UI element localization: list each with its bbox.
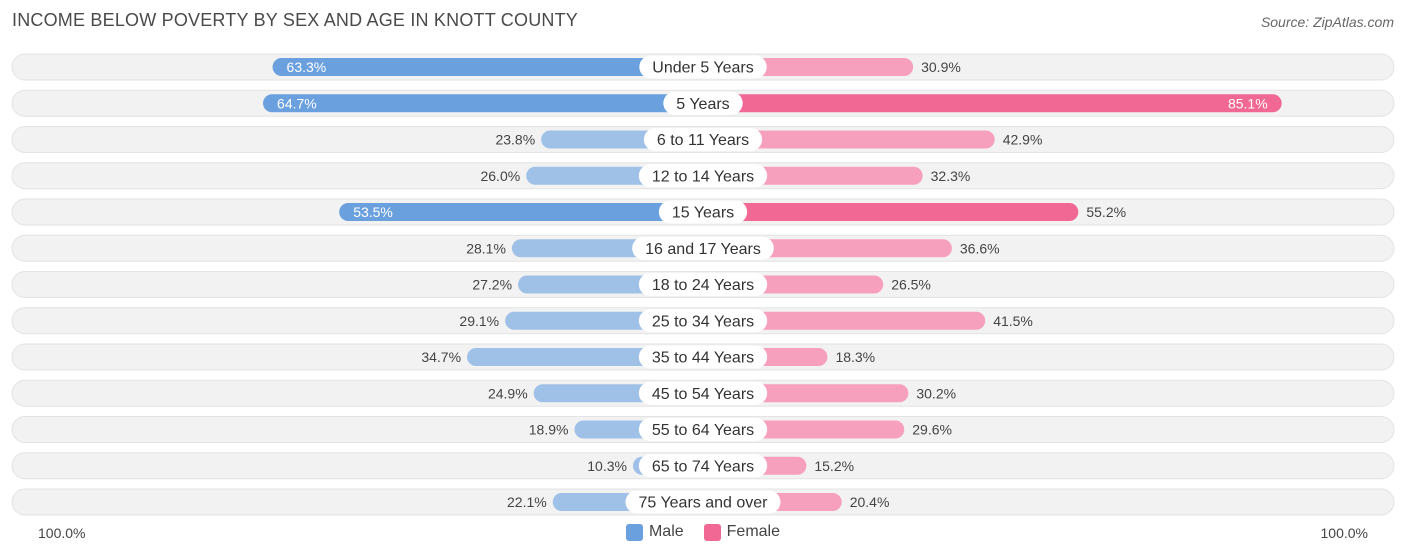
row: 35 to 44 Years 34.7% 18.3% — [11, 343, 1395, 371]
row: 45 to 54 Years 24.9% 30.2% — [11, 379, 1395, 407]
row: 25 to 34 Years 29.1% 41.5% — [11, 307, 1395, 335]
female-value-label: 42.9% — [1003, 132, 1043, 148]
category-label: 45 to 54 Years — [652, 386, 754, 403]
category-label: 5 Years — [676, 96, 729, 113]
male-value-label: 28.1% — [466, 240, 506, 256]
category-label-pill — [638, 345, 768, 369]
chart-title: INCOME BELOW POVERTY BY SEX AND AGE IN K… — [12, 10, 578, 30]
female-bar — [703, 203, 1079, 221]
category-label: 16 and 17 Years — [645, 241, 761, 258]
legend-item-female: Female — [703, 523, 781, 541]
male-bar — [263, 94, 703, 113]
male-value-label: 18.9% — [529, 422, 569, 438]
category-label-pill — [638, 273, 768, 296]
category-label: 55 to 64 Years — [652, 422, 754, 439]
female-value-label: 41.5% — [993, 313, 1033, 329]
category-label-pill — [625, 490, 781, 514]
male-value-label: 27.2% — [472, 277, 512, 293]
female-value-label: 55.2% — [1086, 204, 1126, 220]
source-note: Source: ZipAtlas.com — [1260, 14, 1394, 30]
male-value-label: 26.0% — [480, 168, 520, 184]
category-label: 25 to 34 Years — [652, 313, 754, 330]
category-label: Under 5 Years — [652, 60, 753, 77]
chart: Under 5 Years 63.3% 30.9% 5 Years 64.7% 85.1%… — [11, 53, 1395, 516]
legend-swatch-female — [703, 523, 721, 541]
female-bar — [703, 311, 986, 330]
male-bar — [339, 203, 703, 221]
category-label: 65 to 74 Years — [652, 458, 754, 475]
legend: Male Female — [0, 523, 1406, 541]
male-value-label: 53.5% — [353, 204, 393, 220]
female-value-label: 26.5% — [891, 277, 931, 293]
male-bar — [272, 58, 703, 76]
female-value-label: 30.2% — [916, 385, 956, 401]
male-value-label: 29.1% — [459, 313, 499, 329]
category-label-pill — [639, 55, 767, 79]
female-value-label: 15.2% — [814, 458, 854, 474]
male-value-label: 23.8% — [495, 132, 535, 148]
category-label-pill — [638, 454, 768, 478]
legend-swatch-male — [625, 523, 643, 541]
row: 15 Years 53.5% 55.2% — [11, 198, 1395, 226]
category-label-pill — [638, 418, 768, 441]
category-label-pill — [658, 200, 748, 224]
female-value-label: 32.3% — [931, 168, 971, 184]
female-value-label: 30.9% — [921, 59, 961, 75]
row: 12 to 14 Years 26.0% 32.3% — [11, 162, 1395, 190]
row: 18 to 24 Years 27.2% 26.5% — [11, 271, 1395, 298]
category-label-pill — [638, 381, 768, 405]
axis-right-label: 100.0% — [1320, 525, 1368, 541]
category-label: 15 Years — [672, 205, 734, 222]
row: Under 5 Years 63.3% 30.9% — [11, 53, 1395, 81]
female-value-label: 36.6% — [960, 240, 1000, 256]
female-value-label: 85.1% — [1228, 95, 1268, 111]
female-bar — [703, 130, 995, 149]
male-value-label: 64.7% — [277, 95, 317, 111]
female-value-label: 29.6% — [912, 422, 952, 438]
female-bar — [703, 94, 1282, 113]
male-value-label: 10.3% — [587, 458, 627, 474]
category-label-pill — [632, 236, 774, 260]
row: 55 to 64 Years 18.9% 29.6% — [11, 416, 1395, 443]
row: 6 to 11 Years 23.8% 42.9% — [11, 126, 1395, 153]
female-value-label: 18.3% — [835, 349, 875, 365]
category-label-pill — [663, 91, 743, 115]
category-label: 35 to 44 Years — [652, 350, 754, 367]
category-label-pill — [643, 128, 763, 151]
category-label: 12 to 14 Years — [652, 168, 754, 185]
axis-left-label: 100.0% — [38, 525, 86, 541]
category-label: 18 to 24 Years — [652, 277, 754, 294]
legend-item-male: Male — [625, 523, 684, 541]
male-value-label: 24.9% — [488, 385, 528, 401]
legend-label-female: Female — [726, 523, 781, 540]
row: 65 to 74 Years 10.3% 15.2% — [11, 452, 1395, 480]
category-label: 75 Years and over — [639, 495, 769, 512]
row: 5 Years 64.7% 85.1% — [11, 89, 1395, 117]
category-label-pill — [638, 164, 768, 188]
male-value-label: 34.7% — [421, 349, 461, 365]
row: 16 and 17 Years 28.1% 36.6% — [11, 234, 1395, 262]
male-value-label: 22.1% — [507, 494, 547, 510]
category-label-pill — [638, 309, 768, 333]
category-label: 6 to 11 Years — [657, 132, 749, 149]
row: 75 Years and over 22.1% 20.4% — [11, 488, 1395, 516]
legend-label-male: Male — [648, 523, 684, 540]
female-value-label: 20.4% — [850, 494, 890, 510]
male-value-label: 63.3% — [287, 59, 327, 75]
